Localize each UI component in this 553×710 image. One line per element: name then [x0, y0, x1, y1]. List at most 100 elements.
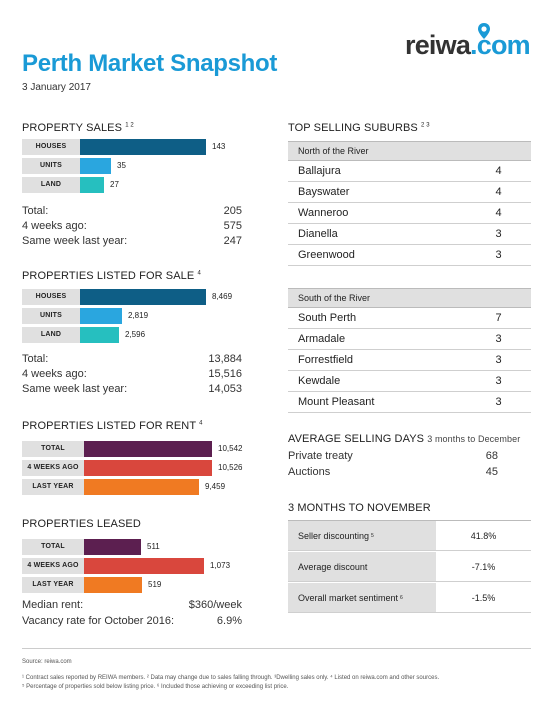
- listed-sale-bar-value: 8,469: [212, 292, 233, 301]
- avg-days-value: 45: [485, 466, 498, 478]
- suburb-name: South Perth: [298, 312, 357, 324]
- avg-days-row: Auctions 45: [288, 466, 498, 478]
- listed-sale-bar-label: UNITS: [22, 307, 80, 324]
- property-sales-title: PROPERTY SALES 1 2: [22, 122, 134, 134]
- south-suburb-row: Kewdale 3: [288, 371, 531, 392]
- listed-sale-bar-row: UNITS 2,819: [22, 307, 148, 324]
- leased-bar-label: LAST YEAR: [22, 576, 84, 593]
- listed-rent-bar-value: 10,542: [218, 444, 243, 453]
- report-date: 3 January 2017: [22, 82, 91, 93]
- suburb-sales-count: 3: [495, 228, 502, 240]
- listed-rent-bar-label: LAST YEAR: [22, 478, 84, 495]
- sales-stat-row: Same week last year: 247: [22, 235, 242, 247]
- sales-stat-label: Total:: [22, 205, 49, 217]
- sales-stat-row: 4 weeks ago: 575: [22, 220, 242, 232]
- suburb-name: Forrestfield: [298, 354, 354, 366]
- sales-stat-label: Same week last year:: [22, 235, 128, 247]
- leased-bar-value: 519: [148, 580, 162, 589]
- listed-rent-bar-value: 9,459: [205, 482, 226, 491]
- listed-sale-stat-row: Same week last year: 14,053: [22, 383, 242, 395]
- suburb-sales-count: 7: [495, 312, 502, 324]
- three-months-title: 3 MONTHS TO NOVEMBER: [288, 502, 431, 514]
- sales-bar-value: 27: [110, 180, 119, 189]
- listed-sale-bar: [80, 326, 119, 343]
- leased-stat-value: 6.9%: [216, 615, 242, 627]
- three-months-row: Overall market sentiment 6 -1.5%: [288, 583, 531, 613]
- sales-bar-row: HOUSES 143: [22, 138, 225, 155]
- avg-days-value: 68: [485, 450, 498, 462]
- leased-bar: [84, 557, 204, 574]
- three-months-row: Average discount -7.1%: [288, 552, 531, 582]
- north-suburbs-table: North of the River Ballajura 4 Bayswater 4 W…: [288, 141, 531, 266]
- avg-days-row: Private treaty 68: [288, 450, 498, 462]
- avg-days-subtitle: 3 months to December: [427, 434, 521, 444]
- south-suburb-row: South Perth 7: [288, 308, 531, 329]
- sales-stat-label: 4 weeks ago:: [22, 220, 87, 232]
- suburb-sales-count: 4: [495, 207, 502, 219]
- listed-sale-bar-label: LAND: [22, 326, 80, 343]
- listed-sale-title: PROPERTIES LISTED FOR SALE 4: [22, 270, 201, 282]
- south-heading: South of the River: [288, 288, 531, 308]
- footer-source: Source: reiwa.com: [22, 659, 72, 665]
- sales-bar-label: LAND: [22, 176, 80, 193]
- listed-sale-stat-row: Total: 13,884: [22, 353, 242, 365]
- sales-bar: [80, 157, 111, 174]
- three-months-divider: [288, 520, 531, 521]
- suburb-name: Wanneroo: [298, 207, 349, 219]
- north-suburb-row: Greenwood 3: [288, 245, 531, 266]
- leased-stat-label: Median rent:: [22, 599, 84, 611]
- sales-bar-row: LAND 27: [22, 176, 119, 193]
- north-suburb-row: Ballajura 4: [288, 161, 531, 182]
- page-title: Perth Market Snapshot: [22, 50, 278, 77]
- listed-rent-bar: [84, 459, 212, 476]
- listed-sale-bar-value: 2,819: [128, 311, 149, 320]
- suburb-sales-count: 3: [495, 249, 502, 261]
- sales-stat-value: 247: [223, 235, 242, 247]
- sales-stat-value: 205: [223, 205, 242, 217]
- three-months-label: Overall market sentiment 6: [288, 583, 436, 612]
- listed-rent-bar-label: 4 WEEKS AGO: [22, 459, 84, 476]
- listed-sale-stat-row: 4 weeks ago: 15,516: [22, 368, 242, 380]
- suburb-name: Mount Pleasant: [298, 396, 375, 408]
- listed-sale-bar: [80, 288, 206, 305]
- south-suburb-row: Mount Pleasant 3: [288, 392, 531, 413]
- three-months-value: -7.1%: [471, 561, 496, 572]
- suburb-sales-count: 4: [495, 186, 502, 198]
- logo-main-text: reiwa: [405, 30, 471, 60]
- reiwa-logo[interactable]: reiwa.com: [405, 23, 531, 64]
- location-pin-icon: [478, 23, 490, 39]
- south-suburb-row: Armadale 3: [288, 329, 531, 350]
- leased-bar-row: LAST YEAR 519: [22, 576, 161, 593]
- leased-stat-label: Vacancy rate for October 2016:: [22, 615, 175, 627]
- listed-rent-bar-label: TOTAL: [22, 440, 84, 457]
- north-suburb-row: Dianella 3: [288, 224, 531, 245]
- sales-bar-label: HOUSES: [22, 138, 80, 155]
- leased-stat-value: $360/week: [188, 599, 242, 611]
- suburb-sales-count: 3: [495, 333, 502, 345]
- sales-bar-row: UNITS 35: [22, 157, 126, 174]
- listed-sale-stat-value: 14,053: [208, 383, 242, 395]
- sales-bar-value: 35: [117, 161, 126, 170]
- leased-bar-label: TOTAL: [22, 538, 84, 555]
- three-months-value: 41.8%: [470, 530, 497, 541]
- avg-days-label: Private treaty: [288, 450, 353, 462]
- leased-stat-row: Median rent: $360/week: [22, 599, 242, 611]
- suburb-sales-count: 3: [495, 375, 502, 387]
- suburb-sales-count: 3: [495, 354, 502, 366]
- logo-suffix-text: .com: [470, 30, 531, 60]
- listed-sale-stat-label: Total:: [22, 353, 49, 365]
- listed-sale-bar-row: LAND 2,596: [22, 326, 145, 343]
- sales-bar: [80, 138, 206, 155]
- south-suburb-row: Forrestfield 3: [288, 350, 531, 371]
- suburb-name: Ballajura: [298, 165, 341, 177]
- suburb-name: Kewdale: [298, 375, 341, 387]
- leased-bar: [84, 538, 141, 555]
- leased-title: PROPERTIES LEASED: [22, 518, 141, 530]
- suburb-name: Greenwood: [298, 249, 355, 261]
- avg-days-title: AVERAGE SELLING DAYS 3 months to Decembe…: [288, 433, 521, 445]
- south-suburbs-table: South of the River South Perth 7 Armadale 3…: [288, 288, 531, 413]
- footer-note-1: ¹ Contract sales reported by REIWA membe…: [22, 675, 440, 681]
- north-suburb-row: Bayswater 4: [288, 182, 531, 203]
- listed-rent-bar-row: 4 WEEKS AGO 10,526: [22, 459, 242, 476]
- listed-sale-bar-label: HOUSES: [22, 288, 80, 305]
